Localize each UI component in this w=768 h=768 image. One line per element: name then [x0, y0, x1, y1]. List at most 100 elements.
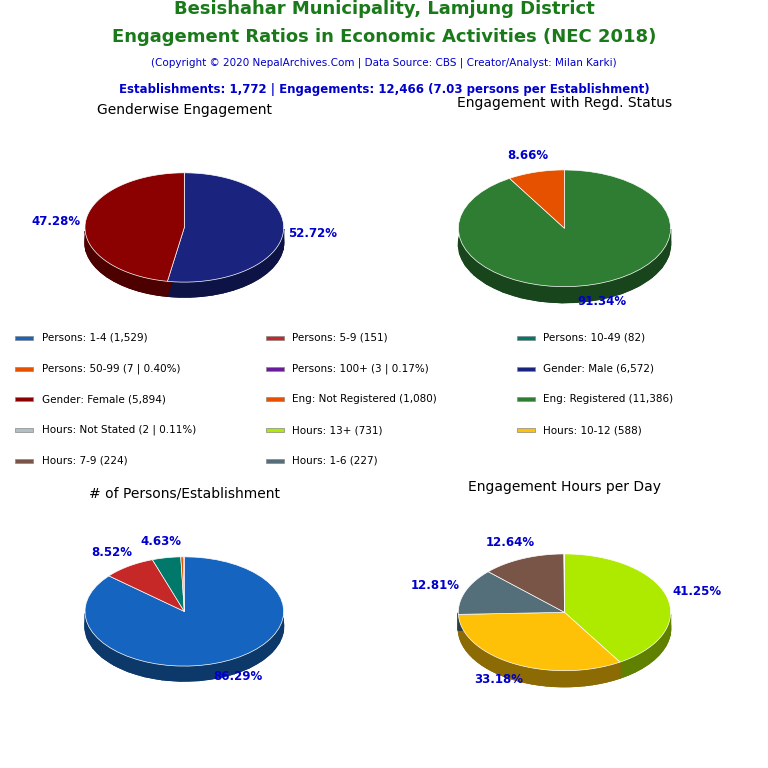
Polygon shape	[262, 637, 272, 660]
FancyBboxPatch shape	[266, 458, 284, 463]
Text: Hours: 1-6 (227): Hours: 1-6 (227)	[293, 455, 378, 466]
Polygon shape	[167, 281, 179, 297]
Polygon shape	[458, 612, 564, 631]
Polygon shape	[157, 280, 167, 296]
Polygon shape	[620, 659, 627, 678]
Polygon shape	[280, 617, 283, 643]
FancyBboxPatch shape	[15, 458, 34, 463]
Text: Hours: 7-9 (224): Hours: 7-9 (224)	[41, 455, 127, 466]
Polygon shape	[458, 612, 620, 670]
Polygon shape	[101, 257, 108, 276]
Polygon shape	[180, 666, 199, 681]
Polygon shape	[266, 253, 272, 273]
Polygon shape	[487, 268, 503, 292]
Text: Persons: 5-9 (151): Persons: 5-9 (151)	[293, 333, 388, 343]
Text: Establishments: 1,772 | Engagements: 12,466 (7.03 persons per Establishment): Establishments: 1,772 | Engagements: 12,…	[119, 83, 649, 96]
Polygon shape	[109, 560, 184, 611]
Polygon shape	[509, 170, 564, 228]
Polygon shape	[201, 280, 213, 296]
FancyBboxPatch shape	[266, 397, 284, 402]
Polygon shape	[180, 571, 184, 627]
Polygon shape	[627, 656, 635, 675]
FancyBboxPatch shape	[15, 397, 34, 402]
Polygon shape	[252, 263, 260, 283]
Text: Gender: Female (5,894): Gender: Female (5,894)	[41, 394, 165, 405]
FancyBboxPatch shape	[266, 336, 284, 340]
Polygon shape	[569, 670, 577, 687]
Text: 41.25%: 41.25%	[673, 585, 722, 598]
Text: Besishahar Municipality, Lamjung District: Besishahar Municipality, Lamjung Distric…	[174, 0, 594, 18]
Polygon shape	[487, 652, 492, 671]
Polygon shape	[167, 173, 283, 282]
Polygon shape	[531, 668, 539, 685]
Text: Persons: 1-4 (1,529): Persons: 1-4 (1,529)	[41, 333, 147, 343]
Polygon shape	[599, 666, 607, 684]
Text: 33.18%: 33.18%	[475, 673, 524, 686]
Polygon shape	[564, 612, 620, 678]
Polygon shape	[492, 655, 498, 674]
Polygon shape	[488, 554, 564, 612]
Polygon shape	[583, 283, 603, 302]
Polygon shape	[217, 659, 234, 678]
Polygon shape	[525, 667, 531, 684]
Polygon shape	[621, 270, 638, 293]
Polygon shape	[152, 571, 184, 627]
Polygon shape	[130, 273, 138, 291]
Polygon shape	[503, 276, 521, 297]
FancyBboxPatch shape	[517, 336, 535, 340]
Polygon shape	[466, 635, 470, 654]
Text: Hours: 10-12 (588): Hours: 10-12 (588)	[543, 425, 642, 435]
Polygon shape	[458, 628, 620, 687]
Polygon shape	[272, 627, 280, 652]
Polygon shape	[148, 278, 157, 295]
Polygon shape	[564, 612, 620, 678]
Text: Persons: 100+ (3 | 0.17%): Persons: 100+ (3 | 0.17%)	[293, 363, 429, 374]
FancyBboxPatch shape	[15, 366, 34, 371]
Text: Hours: Not Stated (2 | 0.11%): Hours: Not Stated (2 | 0.11%)	[41, 425, 196, 435]
Polygon shape	[658, 635, 663, 655]
Title: # of Persons/Establishment: # of Persons/Establishment	[89, 487, 280, 501]
Polygon shape	[167, 227, 184, 296]
Polygon shape	[138, 276, 148, 293]
Polygon shape	[554, 670, 561, 687]
Polygon shape	[564, 570, 670, 678]
Polygon shape	[85, 557, 283, 666]
Text: 47.28%: 47.28%	[31, 215, 80, 228]
Polygon shape	[577, 670, 584, 687]
Polygon shape	[475, 259, 487, 284]
Polygon shape	[470, 638, 473, 658]
Polygon shape	[180, 557, 184, 611]
Polygon shape	[162, 665, 180, 681]
Polygon shape	[668, 229, 670, 257]
Polygon shape	[561, 670, 569, 687]
Polygon shape	[547, 670, 554, 687]
Polygon shape	[167, 187, 283, 297]
Polygon shape	[541, 285, 562, 303]
Title: Engagement Hours per Day: Engagement Hours per Day	[468, 480, 661, 495]
Polygon shape	[152, 557, 184, 611]
Text: 12.81%: 12.81%	[411, 578, 460, 591]
Text: Eng: Not Registered (1,080): Eng: Not Registered (1,080)	[293, 394, 437, 405]
Polygon shape	[478, 646, 482, 665]
Polygon shape	[85, 571, 283, 681]
Polygon shape	[652, 251, 662, 277]
Polygon shape	[505, 660, 511, 679]
Polygon shape	[121, 270, 130, 288]
Polygon shape	[462, 627, 464, 647]
Polygon shape	[638, 262, 652, 286]
Polygon shape	[85, 614, 88, 639]
Polygon shape	[511, 663, 518, 680]
Text: Gender: Male (6,572): Gender: Male (6,572)	[543, 363, 654, 374]
FancyBboxPatch shape	[517, 428, 535, 432]
Polygon shape	[234, 653, 249, 674]
Polygon shape	[539, 669, 547, 686]
Polygon shape	[88, 242, 92, 263]
Polygon shape	[473, 642, 478, 662]
Polygon shape	[509, 186, 564, 244]
Title: Engagement with Regd. Status: Engagement with Regd. Status	[457, 96, 672, 111]
FancyBboxPatch shape	[15, 428, 34, 432]
Polygon shape	[635, 652, 642, 672]
Polygon shape	[584, 669, 592, 686]
Text: 8.52%: 8.52%	[91, 546, 132, 559]
Title: Genderwise Engagement: Genderwise Engagement	[97, 103, 272, 117]
